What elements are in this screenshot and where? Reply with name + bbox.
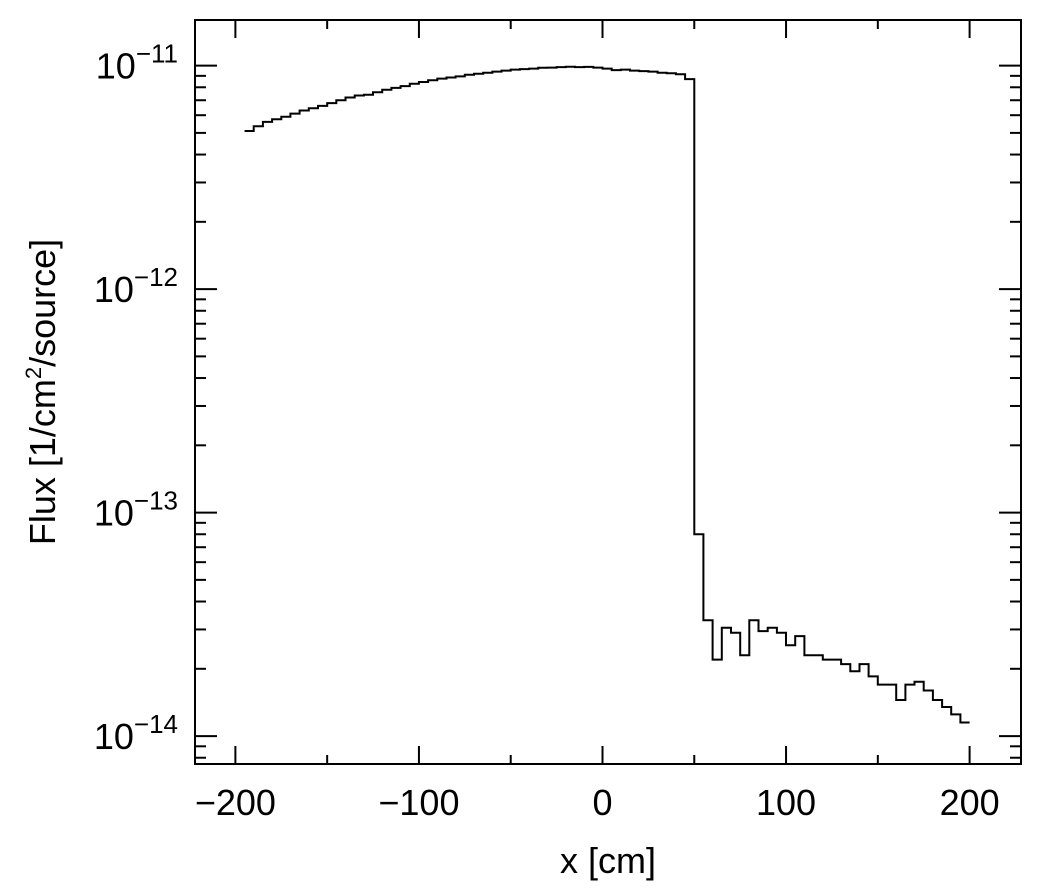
y-axis-title-sup: 2 <box>21 367 46 379</box>
x-tick-label: 0 <box>592 782 612 823</box>
y-tick-label: 10−12 <box>94 262 178 310</box>
y-axis-title: Flux [1/cm2/source] <box>21 239 63 545</box>
x-tick-label: 100 <box>756 782 816 823</box>
x-axis-title: x [cm] <box>560 840 656 881</box>
chart-frame <box>194 19 1022 765</box>
y-tick-label: 10−14 <box>94 709 178 757</box>
y-axis-title-suffix: /source] <box>22 239 63 367</box>
y-tick-label: 10−13 <box>94 486 178 534</box>
x-tick-label: 200 <box>940 782 1000 823</box>
y-axis-minor-ticks <box>195 74 1021 759</box>
x-axis-ticks: −200 −100 0 100 200 <box>195 20 1000 823</box>
y-tick-label: 10−11 <box>96 39 178 87</box>
flux-series-line <box>244 65 970 724</box>
y-axis-title-prefix: Flux [1/cm <box>22 379 63 545</box>
y-axis-ticks: 10−11 10−12 10−13 10−14 <box>94 39 1021 757</box>
x-tick-label: −200 <box>195 782 276 823</box>
x-tick-label: −100 <box>378 782 459 823</box>
